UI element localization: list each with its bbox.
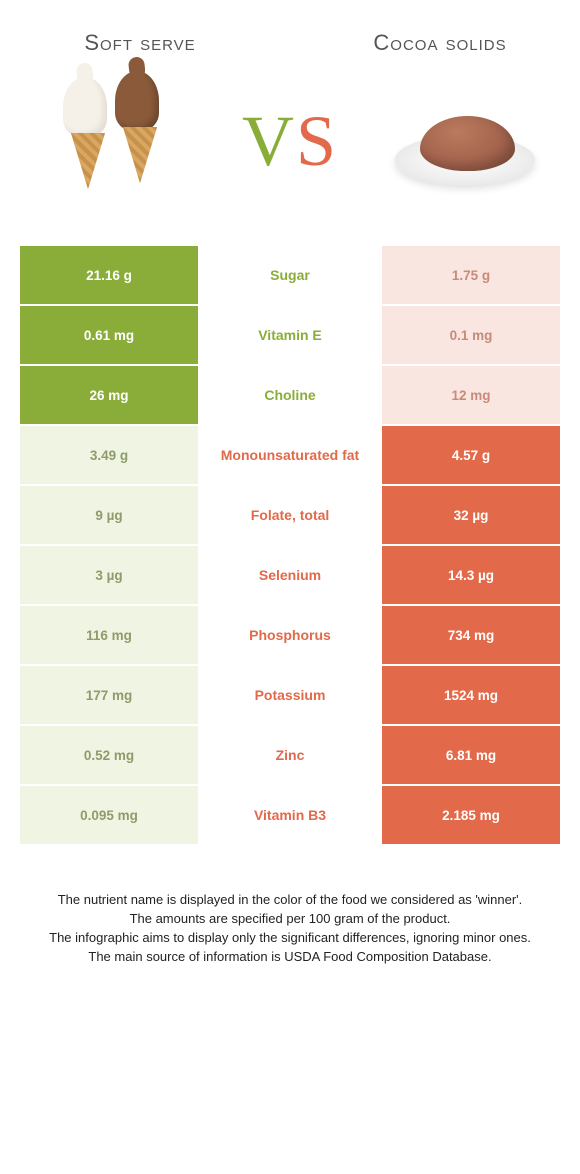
- left-value-cell: 26 mg: [20, 366, 200, 426]
- nutrient-name-cell: Vitamin B3: [200, 786, 380, 846]
- nutrient-name-cell: Choline: [200, 366, 380, 426]
- nutrient-name-cell: Vitamin E: [200, 306, 380, 366]
- footnote-line: The amounts are specified per 100 gram o…: [40, 910, 540, 929]
- left-value-cell: 0.61 mg: [20, 306, 200, 366]
- left-value-cell: 21.16 g: [20, 246, 200, 306]
- footnote-line: The nutrient name is displayed in the co…: [40, 891, 540, 910]
- footnotes: The nutrient name is displayed in the co…: [40, 891, 540, 966]
- left-value-cell: 0.52 mg: [20, 726, 200, 786]
- footnote-line: The main source of information is USDA F…: [40, 948, 540, 967]
- right-value-cell: 1524 mg: [380, 666, 560, 726]
- vs-v-letter: V: [242, 101, 296, 181]
- left-product-title: Soft serve: [40, 30, 240, 56]
- vs-label: VS: [242, 100, 338, 183]
- cocoa-powder-icon: [390, 91, 540, 191]
- nutrient-name-cell: Folate, total: [200, 486, 380, 546]
- footnote-line: The infographic aims to display only the…: [40, 929, 540, 948]
- nutrient-name-cell: Monounsaturated fat: [200, 426, 380, 486]
- right-value-cell: 0.1 mg: [380, 306, 560, 366]
- right-value-cell: 1.75 g: [380, 246, 560, 306]
- right-value-cell: 12 mg: [380, 366, 560, 426]
- table-row: 116 mgPhosphorus734 mg: [20, 606, 560, 666]
- right-value-cell: 2.185 mg: [380, 786, 560, 846]
- table-row: 26 mgCholine12 mg: [20, 366, 560, 426]
- nutrient-name-cell: Potassium: [200, 666, 380, 726]
- nutrient-name-cell: Sugar: [200, 246, 380, 306]
- left-value-cell: 9 µg: [20, 486, 200, 546]
- table-row: 177 mgPotassium1524 mg: [20, 666, 560, 726]
- right-value-cell: 6.81 mg: [380, 726, 560, 786]
- right-product-title: Cocoa solids: [340, 30, 540, 56]
- right-value-cell: 734 mg: [380, 606, 560, 666]
- vs-s-letter: S: [296, 101, 338, 181]
- left-value-cell: 3 µg: [20, 546, 200, 606]
- table-row: 0.52 mgZinc6.81 mg: [20, 726, 560, 786]
- right-value-cell: 14.3 µg: [380, 546, 560, 606]
- table-row: 0.095 mgVitamin B32.185 mg: [20, 786, 560, 846]
- right-product-image: [390, 66, 540, 216]
- table-row: 21.16 gSugar1.75 g: [20, 246, 560, 306]
- images-row: VS: [0, 56, 580, 246]
- left-product-image: [40, 66, 190, 216]
- header-titles: Soft serve Cocoa solids: [0, 0, 580, 56]
- nutrient-name-cell: Zinc: [200, 726, 380, 786]
- soft-serve-icon: [55, 71, 175, 211]
- table-row: 3.49 gMonounsaturated fat4.57 g: [20, 426, 560, 486]
- left-value-cell: 0.095 mg: [20, 786, 200, 846]
- table-row: 3 µgSelenium14.3 µg: [20, 546, 560, 606]
- nutrient-name-cell: Phosphorus: [200, 606, 380, 666]
- right-value-cell: 4.57 g: [380, 426, 560, 486]
- left-value-cell: 116 mg: [20, 606, 200, 666]
- nutrient-comparison-table: 21.16 gSugar1.75 g0.61 mgVitamin E0.1 mg…: [20, 246, 560, 846]
- table-row: 9 µgFolate, total32 µg: [20, 486, 560, 546]
- left-value-cell: 177 mg: [20, 666, 200, 726]
- right-value-cell: 32 µg: [380, 486, 560, 546]
- left-value-cell: 3.49 g: [20, 426, 200, 486]
- nutrient-name-cell: Selenium: [200, 546, 380, 606]
- table-row: 0.61 mgVitamin E0.1 mg: [20, 306, 560, 366]
